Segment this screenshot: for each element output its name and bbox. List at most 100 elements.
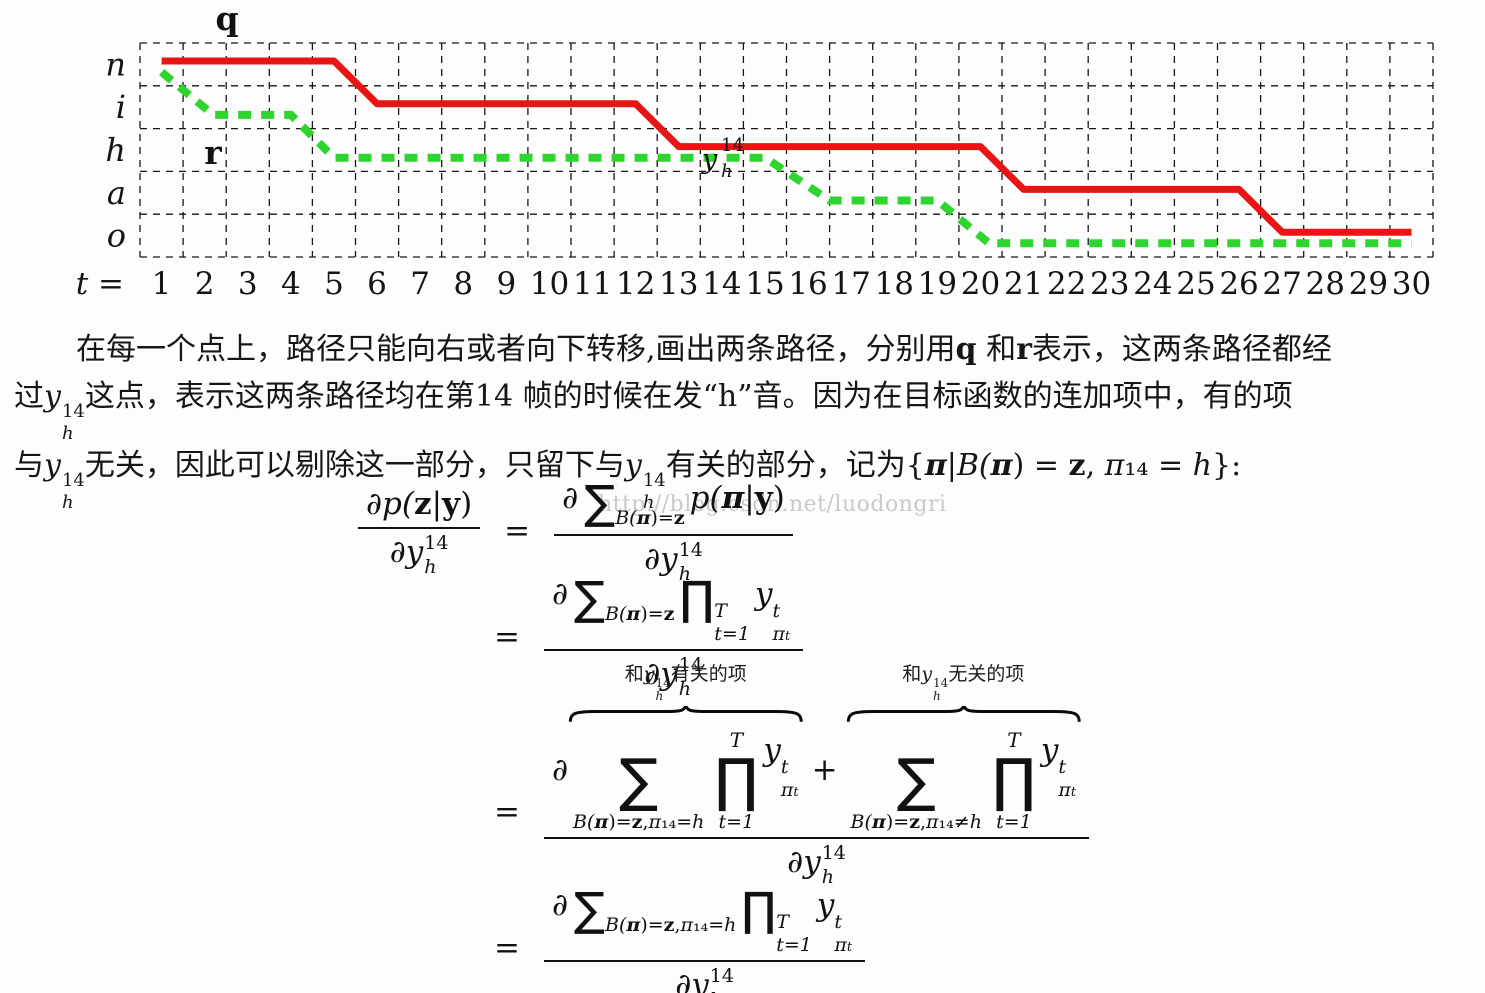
t-tick-label: 24 — [1133, 266, 1172, 302]
tok: π — [834, 934, 847, 956]
t-tick-label: 5 — [324, 266, 344, 302]
tok: = — [708, 914, 725, 936]
tok: = — [1148, 448, 1193, 484]
tok: π — [636, 507, 651, 529]
tok: 14 — [678, 654, 703, 676]
tok: ) — [772, 480, 785, 516]
unrelated-term: 和y 14 h 无关的项 ∑ B(π)=z,π₁₄≠h T ∏ t=1 y t πt — [846, 663, 1082, 832]
sum-limit: B(π)=z — [605, 603, 674, 625]
tok: )= — [608, 810, 632, 833]
tok: h — [678, 563, 691, 586]
tok: h — [655, 689, 664, 704]
t-tick-label: 28 — [1306, 266, 1345, 302]
y-h-14-inline: y 14 h — [44, 379, 85, 443]
equation-row-1: ∂p(z|y) ∂y 14 h = ∂ ∑B(π)=zp(π|y) ∂y 14 h — [358, 479, 793, 586]
numerator: ∂p(z|y) — [358, 486, 480, 527]
paragraph-line-2: 过y 14 h 这点，表示这两条路径均在第14 帧的时候在发“h”音。因为在目标函数的… — [14, 373, 1478, 443]
pi-t-sub: πt — [834, 936, 852, 955]
tok: π — [1058, 778, 1071, 801]
sum-operator: ∑ — [619, 745, 659, 814]
t-tick-label: 12 — [616, 266, 655, 302]
tok: )= — [650, 507, 674, 529]
equals-sign: = — [504, 513, 531, 550]
tok: , — [1085, 448, 1105, 484]
tok: y — [763, 731, 781, 768]
tok: 14 — [821, 841, 846, 864]
tok: t=1 — [996, 810, 1032, 833]
row-label-o: o — [107, 217, 126, 255]
term-body: ∑ B(π)=z,π₁₄≠h T ∏ t=1 y t πt — [846, 730, 1082, 832]
t-tick-label: 17 — [831, 266, 870, 302]
tok: y — [44, 379, 61, 414]
tok: ∂ — [551, 887, 569, 923]
text-run: 无关，因此可以剔除这一部分，只留下与 — [84, 448, 625, 484]
tok: y — [1040, 731, 1059, 768]
sum-operator: ∑ — [896, 745, 936, 814]
tok: )= — [640, 603, 664, 625]
tok: y — [643, 663, 655, 685]
tok: h — [724, 914, 737, 936]
t-tick-label: 4 — [281, 266, 301, 302]
tok: y — [754, 480, 773, 516]
tok: h — [692, 810, 705, 833]
tok: 14 — [642, 470, 666, 492]
sum-limit: B(π)=z,π₁₄=h — [573, 810, 705, 833]
paragraph-line-1: 在每一个点上，路径只能向右或者向下转移,画出两条路径，分别用q 和r表示，这两条… — [14, 326, 1478, 373]
tok: , — [642, 810, 649, 833]
tok: }: — [1211, 448, 1242, 484]
row-label-h: h — [105, 131, 126, 169]
sum-operator: ∑ — [574, 882, 606, 936]
t-tick-label: 1 — [152, 266, 172, 302]
tok: h — [424, 556, 437, 579]
numerator: ∂ ∑B(π)=zp(π|y) — [554, 479, 793, 534]
t-tick-label: 23 — [1090, 266, 1129, 302]
tok: , — [919, 810, 927, 833]
tok: 14 — [424, 532, 449, 554]
product-operator: ∏ — [714, 745, 759, 814]
tok: ) — [460, 486, 473, 522]
text-run: 和 — [976, 332, 1017, 367]
tok: π — [626, 603, 641, 625]
tok: π — [926, 810, 939, 833]
tok: t — [780, 755, 789, 778]
supsub: t πt — [772, 602, 790, 644]
tok: h — [61, 492, 74, 514]
t-tick-label: 2 — [195, 266, 215, 302]
tok: y — [442, 486, 461, 522]
overbrace — [846, 706, 1082, 723]
tok: p( — [382, 486, 414, 522]
equals-sign: = — [494, 793, 520, 830]
t-tick-label: 8 — [453, 266, 473, 302]
t-tick-label: 15 — [745, 266, 784, 302]
y-h-14-inline: y 14 h — [625, 448, 666, 512]
term-body: ∑ B(π)=z,π₁₄=h T ∏ t=1 y t πt — [568, 730, 804, 832]
tok: t=1 — [718, 810, 755, 833]
product-operator: ∏ — [991, 745, 1036, 814]
t-tick-label: 10 — [530, 266, 569, 302]
t-tick-label: 20 — [961, 266, 1000, 302]
overbrace-label-related: 和y 14 h 有关的项 — [625, 663, 747, 703]
tok: t — [784, 629, 791, 644]
tok: π — [871, 810, 886, 833]
pi-t-sub: πt — [1058, 778, 1076, 801]
y-pi-t: y t πt — [1041, 732, 1081, 800]
y-pi-t: y t πt — [763, 732, 803, 800]
text-run: 表示，这两条路径都经 — [1031, 332, 1332, 367]
pi-t-sub: πt — [781, 780, 799, 800]
t-tick-label: 14 — [702, 266, 741, 302]
tok: z — [1068, 448, 1086, 484]
tok: h — [61, 423, 74, 445]
pi-t-sub: πt — [772, 625, 790, 644]
tok: π — [721, 480, 745, 516]
paragraph-line-3: 与y 14 h 无关，因此可以剔除这一部分，只留下与y 14 h 有关的部分，记为{π|B(… — [14, 442, 1478, 514]
text-run: 有关的部分，记为 — [665, 448, 906, 484]
overbrace — [568, 706, 804, 723]
tok: , — [674, 914, 681, 936]
plus-sign: + — [811, 751, 838, 788]
tok: π — [772, 623, 785, 645]
